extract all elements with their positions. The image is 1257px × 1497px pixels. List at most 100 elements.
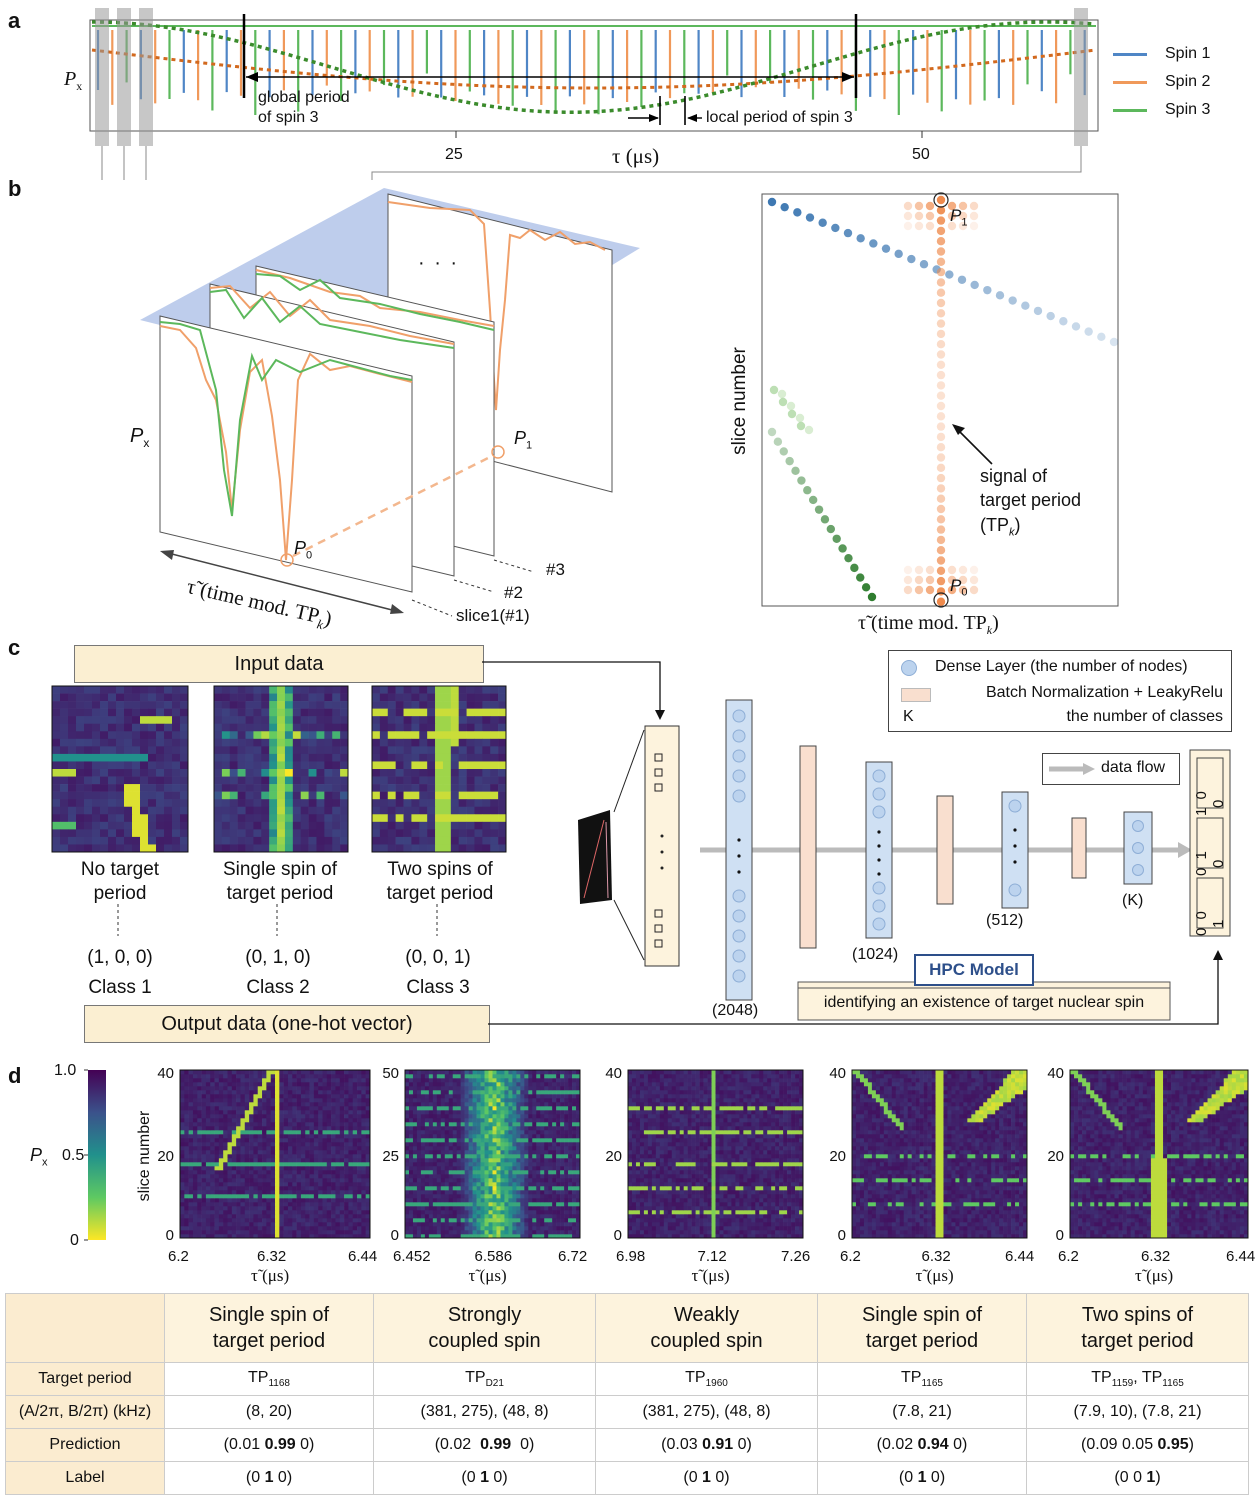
heatmap-cell (197, 1082, 202, 1087)
heatmap-cell (300, 1118, 306, 1123)
marker-p0-right: P0 (950, 576, 968, 599)
heatmap-cell (236, 1122, 241, 1127)
heatmap-cell (326, 1182, 332, 1187)
heatmap-cell (492, 1198, 497, 1203)
heatmap-cell (436, 1182, 442, 1187)
heatmap-cell (223, 1226, 228, 1231)
heatmap-cell (444, 1158, 450, 1163)
panel-b-ylabel: slice number (729, 347, 750, 455)
heatmap-cell (140, 829, 149, 838)
heatmap-cell (352, 1126, 358, 1131)
heatmap-cell (270, 1234, 276, 1239)
heatmap-cell (140, 776, 149, 785)
heatmap-cell (480, 1206, 485, 1211)
heatmap-cell (244, 1234, 250, 1239)
heatmap-cell (275, 1230, 280, 1235)
heatmap-cell (548, 1162, 553, 1167)
heatmap-cell (520, 1226, 525, 1231)
slice-point (958, 585, 968, 595)
heatmap-cell (452, 1174, 458, 1179)
heatmap-cell (244, 1102, 250, 1107)
heatmap-cell (148, 821, 157, 830)
heatmap-cell (257, 1134, 263, 1139)
heatmap-cell (300, 1150, 306, 1155)
heatmap-cell (460, 1154, 465, 1159)
heatmap-cell (492, 1146, 497, 1151)
heatmap-cell (540, 1234, 545, 1239)
heatmap-cell (340, 746, 349, 755)
heatmap-cell (564, 1086, 569, 1091)
heatmap-cell (556, 1170, 561, 1175)
heatmap-cell (442, 731, 452, 740)
heatmap-cell (316, 784, 325, 792)
heatmap-cell (444, 1090, 450, 1095)
heatmap-cell (229, 723, 238, 732)
heatmap-cell (322, 1118, 328, 1123)
heatmap-cell (192, 1210, 198, 1215)
heatmap-cell (292, 753, 302, 762)
heatmap-cell (412, 1234, 418, 1239)
heatmap-cell (528, 1094, 533, 1099)
heatmap-cell (253, 776, 262, 785)
heatmap-cell (305, 1166, 310, 1171)
heatmap-cell (372, 693, 381, 702)
slice-point (787, 409, 797, 419)
heatmap-cell (436, 1082, 442, 1087)
heatmap-cell (214, 1178, 220, 1183)
dense-node (732, 789, 746, 803)
heatmap-cell (205, 1090, 211, 1095)
heatmap-cell (266, 1154, 271, 1159)
heatmap-cell (532, 1134, 537, 1139)
heatmap-cell (116, 806, 125, 815)
dense-node (732, 889, 746, 903)
heatmap-cell (548, 1186, 553, 1191)
heatmap-cell (210, 1078, 215, 1083)
heatmap-cell (504, 1182, 509, 1187)
heatmap-cell (357, 1210, 362, 1215)
heatmap-cell (412, 1202, 418, 1207)
heatmap-cell (331, 1162, 336, 1167)
heatmap-cell (548, 1138, 553, 1143)
heatmap-cell (552, 1186, 557, 1191)
heatmap-cell (277, 716, 286, 725)
heatmap-cell (236, 1178, 241, 1183)
heatmap-cell (484, 1138, 489, 1143)
heatmap-cell (452, 1082, 458, 1087)
heatmap-cell (344, 1134, 349, 1139)
heatmap-cell (365, 1086, 371, 1091)
heatmap-cell (500, 1082, 505, 1087)
heatmap-cell (68, 708, 77, 717)
heatmap-cell (257, 1150, 263, 1155)
heatmap-cell (427, 791, 436, 800)
heatmap-cell (460, 1182, 465, 1187)
heatmap-cell (492, 1082, 497, 1087)
heatmap-cell (512, 1126, 517, 1131)
heatmap-cell (218, 1146, 224, 1151)
heatmap-cell (184, 1110, 189, 1115)
heatmap-cell (245, 806, 254, 815)
heatmap-cell (296, 1162, 302, 1167)
heatmap-cell (548, 1122, 553, 1127)
heatmap-cell (292, 814, 302, 823)
heatmap-cell (60, 686, 69, 694)
heatmap-cell (504, 1154, 509, 1159)
heatmap-cell (568, 1106, 573, 1111)
heatmap-cell (352, 1206, 358, 1211)
heatmap-cell (100, 799, 109, 808)
heatmap-cell (496, 1146, 501, 1151)
heatmap-cell (197, 1166, 202, 1171)
heatmap-cell (236, 1194, 241, 1199)
heatmap-cell (335, 1194, 341, 1199)
heatmap-cell (210, 1170, 215, 1175)
heatmap-cell (148, 791, 157, 800)
heatmap-cell (372, 746, 381, 755)
heatmap-cell (405, 1158, 410, 1163)
panel-a-tick-25: 25 (445, 146, 463, 163)
heatmap-cell (231, 1234, 237, 1239)
heatmap-cell (52, 821, 61, 830)
heatmap-cell (214, 723, 223, 732)
heatmap-cell (365, 1138, 371, 1143)
heatmap-cell (184, 1078, 189, 1083)
heatmap-cell (197, 1154, 202, 1159)
heatmap-cell (275, 1106, 280, 1111)
